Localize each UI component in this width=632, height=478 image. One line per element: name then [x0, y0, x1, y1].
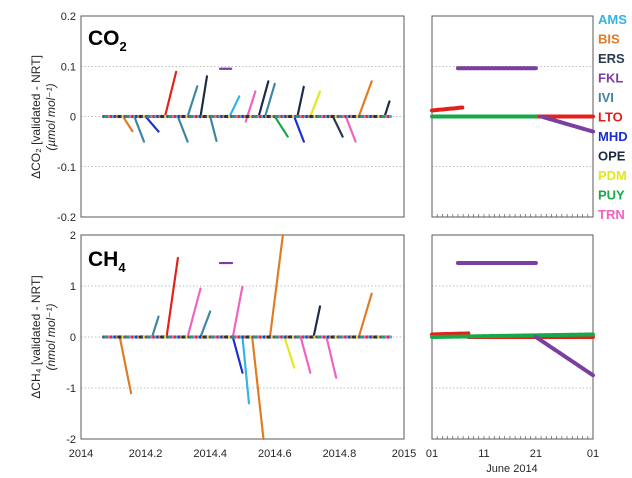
zoom-x-tick-label: 11 — [478, 448, 489, 460]
series-segment-bis — [268, 233, 284, 339]
legend-item-ams: AMS — [598, 12, 627, 27]
y-tick-label: 1 — [70, 281, 76, 293]
series-segment-trn — [299, 335, 312, 374]
series-segment-ivi — [133, 115, 146, 143]
legend-item-trn: TRN — [598, 207, 625, 222]
ch4-y-axis-label: ΔCH₄ [validated - NRT] (nmol mol⁻¹) — [29, 275, 58, 398]
x-tick-label: 2014.2 — [129, 448, 163, 460]
legend-item-ivi: IVI — [598, 90, 614, 105]
co2-yunit: (µmol mol⁻¹) — [44, 83, 58, 150]
series-segment-ope — [199, 75, 209, 118]
legend: AMS BIS ERS FKL IVI LTO MHD OPE PDM PUY TRN — [598, 12, 628, 222]
y-tick-label: -1 — [66, 383, 76, 395]
series-segment-trn — [344, 115, 357, 143]
ch4-zoom-panel — [430, 234, 595, 440]
series-segment-ivi — [186, 85, 199, 118]
series-segment-ivi — [264, 82, 276, 118]
series-segment-puy — [430, 332, 595, 339]
y-tick-label: -2 — [66, 434, 76, 446]
legend-item-puy: PUY — [598, 188, 625, 203]
series-segment-bis — [251, 335, 265, 441]
series-segment-ope — [383, 100, 391, 118]
series-segment-lto — [430, 331, 471, 337]
co2-main-panel — [80, 15, 405, 218]
legend-item-bis: BIS — [598, 32, 620, 47]
legend-item-fkl: FKL — [598, 71, 623, 86]
series-segment-bis — [357, 80, 373, 118]
series-segment-ope — [257, 80, 270, 118]
zoom-x-axis-label: June 2014 — [486, 463, 537, 475]
y-tick-label: 2 — [70, 230, 76, 242]
x-tick-label: 2014.6 — [258, 448, 292, 460]
baseline-point — [388, 335, 393, 339]
legend-item-lto: LTO — [598, 110, 623, 125]
series-segment-trn — [325, 335, 338, 379]
co2-panel-title: CO2 — [88, 27, 127, 54]
zoom-x-tick-label: 21 — [530, 448, 542, 460]
series-segment-puy — [273, 115, 289, 138]
y-tick-label: 0.1 — [61, 61, 76, 73]
ch4-main-panel — [80, 233, 405, 441]
series-segment-ope — [312, 305, 322, 339]
series-segment-lto — [165, 256, 179, 339]
co2-ylabel: ΔCO₂ [validated - NRT] — [29, 55, 43, 179]
series-segment-bis — [357, 292, 373, 339]
series-segment-trn — [231, 284, 244, 339]
legend-item-ers: ERS — [598, 51, 625, 66]
series-segment-ivi — [176, 115, 189, 143]
series-segment-ams — [241, 335, 251, 405]
x-tick-label: 2014.4 — [193, 448, 227, 460]
baseline-point — [388, 114, 393, 119]
series-segment-lto — [430, 105, 466, 113]
y-tick-label: -0.1 — [57, 162, 76, 174]
series-segment-ivi — [209, 115, 218, 143]
series-segment-bis — [121, 115, 134, 133]
series-segment-fkl — [539, 114, 595, 134]
x-tick-label: 2014.8 — [323, 448, 357, 460]
series-segment-mhd — [231, 335, 244, 374]
series-segment-mhd — [144, 115, 160, 133]
x-tick-label: 2014 — [69, 448, 93, 460]
co2-y-axis-label: ΔCO₂ [validated - NRT] (µmol mol⁻¹) — [29, 55, 58, 179]
series-segment-ivi — [199, 310, 212, 339]
series-segment-ivi — [150, 315, 160, 339]
series-segment-ers — [331, 115, 344, 138]
ch4-ylabel: ΔCH₄ [validated - NRT] — [29, 275, 43, 398]
series-segment-lto — [163, 70, 178, 118]
ch4-panel-title: CH4 — [88, 248, 126, 275]
y-tick-label: -0.2 — [57, 212, 76, 224]
y-tick-label: 0 — [70, 112, 76, 124]
series-segment-fkl — [533, 335, 595, 378]
series-segment-mhd — [293, 115, 305, 143]
zoom-x-tick-label: 01 — [587, 448, 599, 460]
co2-zoom-panel — [430, 15, 595, 218]
x-tick-label: 2015 — [392, 448, 416, 460]
legend-item-ope: OPE — [598, 149, 626, 164]
zoom-x-tick-label: 01 — [426, 448, 438, 460]
series-segment-pdm — [309, 90, 322, 118]
y-tick-label: 0 — [70, 332, 76, 344]
legend-item-mhd: MHD — [598, 129, 628, 144]
series-segment-pdm — [283, 335, 296, 369]
series-segment-trn — [186, 287, 202, 339]
legend-item-pdm: PDM — [598, 168, 627, 183]
y-tick-label: 0.2 — [61, 11, 76, 23]
series-segment-ope — [296, 85, 305, 118]
series-segment-bis — [118, 335, 133, 395]
series-segment-ams — [228, 95, 241, 118]
ch4-yunit: (nmol mol⁻¹) — [44, 303, 58, 370]
